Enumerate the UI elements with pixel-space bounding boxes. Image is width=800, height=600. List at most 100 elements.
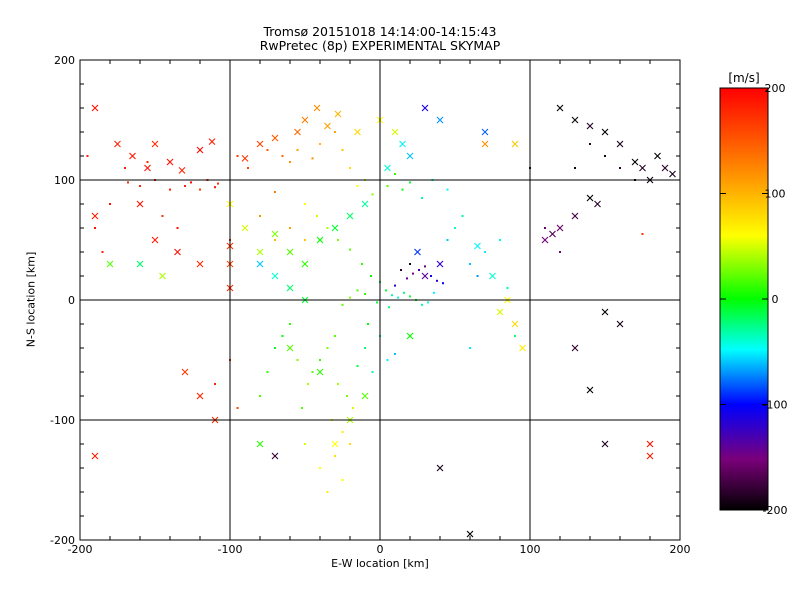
data-point-dot [421, 197, 423, 199]
data-point-cross [114, 140, 121, 148]
data-point-dot [499, 239, 501, 241]
axis-ticks: -200 -100 0 100 200 -200 -100 0 100 200 [50, 54, 690, 556]
data-point-cross [436, 464, 444, 472]
data-point-dot [370, 275, 372, 277]
data-point-cross [571, 212, 579, 220]
data-point-cross [256, 248, 264, 256]
data-point-dot [334, 455, 336, 457]
data-point-cross [406, 332, 414, 340]
data-point-dot [199, 188, 201, 191]
data-point-cross [421, 104, 429, 112]
data-point-dot [341, 149, 344, 151]
data-point-dot [326, 491, 329, 493]
data-point-dot [247, 167, 249, 169]
data-point-cross [166, 158, 174, 166]
data-point-dot [400, 269, 402, 271]
data-point-cross [346, 212, 354, 220]
data-point-dot [349, 296, 351, 299]
y-tick-label: 0 [68, 294, 75, 307]
data-point-cross [159, 272, 166, 280]
data-point-dot [391, 294, 393, 297]
data-point-cross [174, 248, 181, 256]
colorbar-tick-label: -100 [763, 399, 788, 412]
data-point-dot [442, 282, 444, 285]
data-point-cross [106, 260, 114, 268]
data-point-dot [337, 239, 339, 241]
data-point-dot [364, 347, 366, 349]
data-point-dot [341, 479, 344, 481]
data-point-dot [476, 275, 479, 277]
data-point-dot [190, 181, 192, 184]
data-point-cross [399, 140, 406, 148]
colorbar-tick-label: 200 [765, 82, 786, 95]
data-point-dot [236, 407, 239, 409]
chart-title: Tromsø 20151018 14:14:00-14:15:43 [263, 24, 497, 39]
data-point-dot [311, 371, 314, 373]
data-point-dot [274, 191, 276, 193]
data-point-cross [316, 368, 324, 376]
data-point-cross [639, 164, 646, 172]
y-tick-label: -200 [50, 534, 75, 547]
data-point-dot [386, 359, 389, 361]
data-point-dot [412, 272, 414, 275]
data-point-dot [409, 295, 411, 298]
data-point-dot [266, 149, 269, 151]
data-point-dot [424, 265, 426, 268]
data-point-dot [559, 251, 561, 253]
data-point-dot [641, 233, 644, 235]
data-point-dot [356, 365, 359, 367]
data-point-dot [316, 215, 318, 217]
data-point-cross [646, 452, 654, 460]
data-point-cross [136, 260, 144, 268]
data-point-cross [294, 128, 301, 136]
x-tick-label: 100 [520, 543, 541, 556]
data-point-dot [469, 263, 471, 265]
data-point-dot [326, 347, 329, 349]
data-point-cross [196, 260, 204, 268]
data-point-dot [461, 215, 464, 217]
y-tick-label: 100 [54, 174, 75, 187]
data-point-cross [151, 236, 159, 244]
data-point-cross [556, 104, 564, 112]
data-point-dot [341, 303, 344, 306]
y-tick-label: -100 [50, 414, 75, 427]
data-point-dot [376, 301, 378, 304]
data-point-dot [334, 131, 336, 133]
data-point-dot [281, 335, 284, 337]
data-point-cross [181, 368, 189, 376]
data-point-dot [109, 203, 111, 205]
data-point-cross [196, 146, 204, 154]
data-point-cross [271, 134, 279, 142]
y-tick-label: 200 [54, 54, 75, 67]
data-point-cross [241, 155, 249, 162]
colorbar-ticks: 200 100 0 -100 -200 [720, 82, 787, 517]
data-point-dot [361, 263, 363, 265]
data-point-dot [146, 161, 149, 163]
data-point-cross [661, 164, 669, 172]
data-point-cross [654, 152, 661, 160]
data-point-dot [349, 443, 351, 445]
data-point-dot [274, 347, 276, 349]
data-point-dot [421, 303, 423, 306]
data-point-dot [506, 287, 509, 289]
data-point-dot [446, 188, 449, 191]
data-point-dot [385, 289, 387, 292]
data-point-cross [489, 272, 496, 280]
data-point-dot [356, 185, 359, 187]
data-point-dot [406, 277, 408, 280]
data-point-dot [346, 395, 348, 397]
data-point-cross [331, 224, 339, 232]
data-point-cross [256, 440, 264, 448]
x-tick-label: -200 [68, 543, 93, 556]
data-point-dot [446, 239, 449, 241]
data-point-cross [151, 140, 159, 148]
chart-subtitle: RwPretec (8p) EXPERIMENTAL SKYMAP [259, 38, 501, 53]
data-point-dot [289, 227, 291, 229]
data-point-dot [409, 263, 411, 265]
x-axis-label: E-W location [km] [331, 557, 429, 570]
data-point-cross [129, 152, 136, 160]
data-point-dot [436, 279, 438, 282]
data-point-dot [367, 323, 369, 325]
data-point-cross [571, 344, 579, 352]
data-point-cross [631, 158, 639, 166]
